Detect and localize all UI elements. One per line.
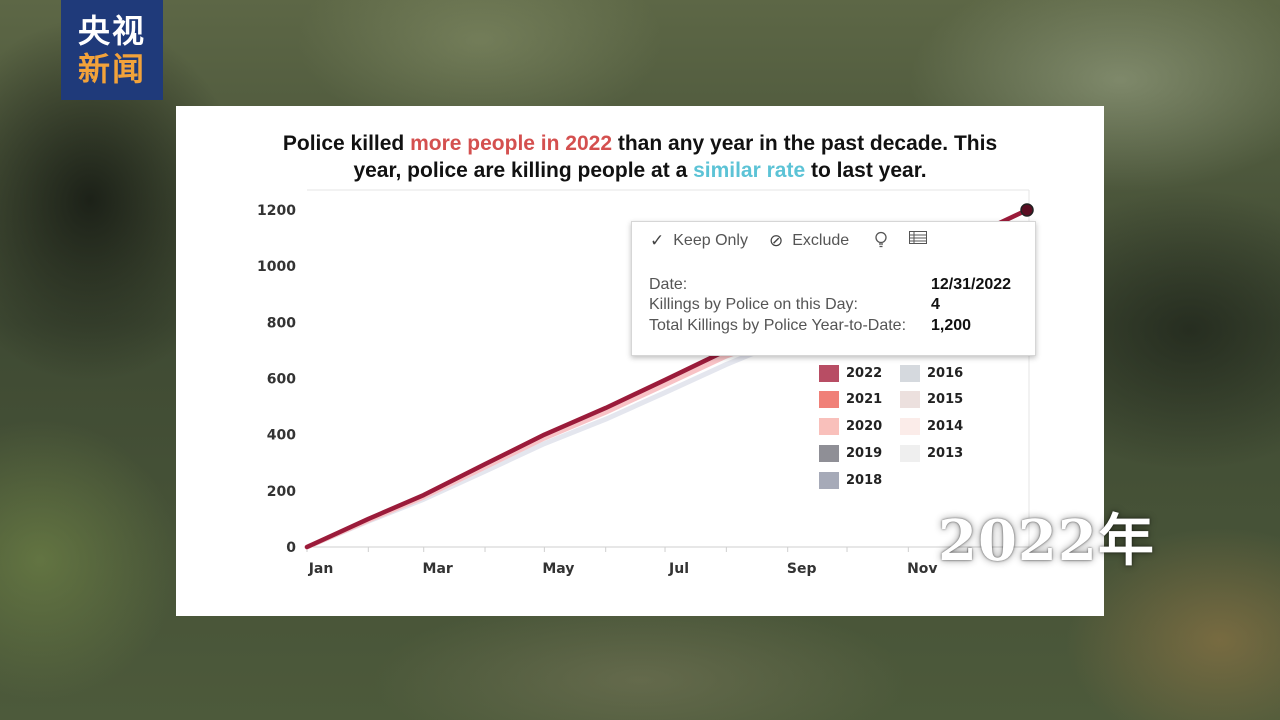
view-data-button[interactable] <box>909 231 927 245</box>
legend-item-2021[interactable]: 2021 <box>819 391 883 409</box>
legend-item-2020[interactable]: 2020 <box>819 418 883 436</box>
exclude-label: Exclude <box>792 232 850 249</box>
x-tick-label: Sep <box>787 561 817 577</box>
legend-item-2014[interactable]: 2014 <box>900 418 964 436</box>
y-tick-label: 400 <box>267 428 296 444</box>
legend-item-2013[interactable]: 2013 <box>900 444 964 462</box>
legend-label: 2014 <box>927 419 964 435</box>
y-tick-label: 0 <box>286 540 296 556</box>
cctv-news-logo: 央视 新闻 <box>61 0 163 100</box>
legend-item-2018[interactable]: 2018 <box>819 471 883 489</box>
legend-label: 2016 <box>927 365 964 381</box>
y-tick-label: 1200 <box>257 203 296 219</box>
legend-swatch <box>819 418 839 436</box>
checkmark-icon: ✓ <box>650 231 665 250</box>
exclude-icon: ⊘ <box>769 231 784 250</box>
title-part-3: than any year in the past decade. This <box>612 132 998 155</box>
chart-panel: Police killed more people in 2022 than a… <box>176 106 1104 616</box>
y-tick-label: 200 <box>267 484 296 500</box>
title-highlight-similar-rate: similar rate <box>693 159 806 182</box>
legend-swatch <box>819 391 839 409</box>
legend-swatch <box>900 391 920 409</box>
explain-data-button[interactable] <box>874 231 888 249</box>
x-tick-label: May <box>542 561 574 577</box>
tooltip-date-label: Date: <box>649 276 688 293</box>
y-tick-label: 800 <box>267 315 296 331</box>
legend-item-2019[interactable]: 2019 <box>819 444 883 462</box>
logo-line-1: 央视 <box>77 12 146 50</box>
logo-line-2: 新闻 <box>77 50 146 88</box>
legend-swatch <box>819 444 839 462</box>
legend-label: 2018 <box>846 472 883 488</box>
legend-swatch <box>819 471 839 489</box>
data-tooltip: ✓ Keep Only ⊘ Exclude Date: 12/31/2022 <box>631 221 1036 356</box>
exclude-button[interactable]: ⊘ Exclude <box>769 231 849 251</box>
highlight-point <box>1020 203 1034 217</box>
legend-label: 2020 <box>846 419 883 435</box>
legend-item-2016[interactable]: 2016 <box>900 364 964 382</box>
tooltip-daily-label: Killings by Police on this Day: <box>649 296 858 313</box>
keep-only-button[interactable]: ✓ Keep Only <box>650 231 748 251</box>
legend-item-2022[interactable]: 2022 <box>819 364 883 382</box>
legend-swatch <box>900 364 920 382</box>
legend-label: 2019 <box>846 445 883 461</box>
y-tick-label: 1000 <box>257 259 296 275</box>
tooltip-total-value: 1,200 <box>931 317 972 334</box>
title-part-1: Police killed <box>282 132 411 155</box>
legend-swatch <box>900 418 920 436</box>
tooltip-total-label: Total Killings by Police Year-to-Date: <box>649 317 907 334</box>
title-part-4: year, police are killing people at a <box>353 159 694 182</box>
title-highlight-more-people: more people in 2022 <box>410 132 613 155</box>
legend-item-2015[interactable]: 2015 <box>900 391 964 409</box>
legend-label: 2021 <box>846 392 883 408</box>
legend-label: 2015 <box>927 392 964 408</box>
tooltip-date-value: 12/31/2022 <box>931 276 1012 293</box>
legend-label: 2022 <box>846 365 883 381</box>
chart-title: Police killed more people in 2022 than a… <box>176 130 1104 184</box>
legend-swatch <box>900 444 920 462</box>
x-tick-label: Jul <box>668 561 689 577</box>
year-caption: 2022年 <box>938 508 1155 574</box>
table-icon <box>909 231 927 244</box>
lightbulb-icon <box>875 231 887 248</box>
title-part-6: to last year. <box>805 159 927 182</box>
keep-only-label: Keep Only <box>673 232 748 249</box>
y-tick-label: 600 <box>267 372 296 388</box>
x-tick-label: Nov <box>907 561 937 577</box>
tooltip-daily-value: 4 <box>931 296 940 313</box>
legend-label: 2013 <box>927 445 964 461</box>
legend-swatch <box>819 364 839 382</box>
x-tick-label: Jan <box>308 561 334 577</box>
x-tick-label: Mar <box>423 561 453 577</box>
